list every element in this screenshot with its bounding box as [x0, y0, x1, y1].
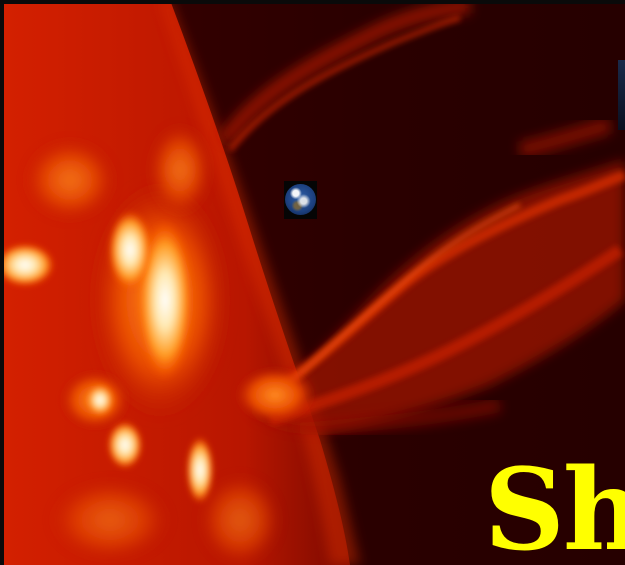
erupting-prominence [250, 160, 625, 431]
right-edge-strip [618, 60, 625, 130]
earth-disc [285, 184, 316, 215]
left-border [0, 0, 4, 565]
earth-icon [284, 181, 317, 219]
caption-text: Sh [484, 445, 625, 565]
top-border [0, 0, 625, 4]
